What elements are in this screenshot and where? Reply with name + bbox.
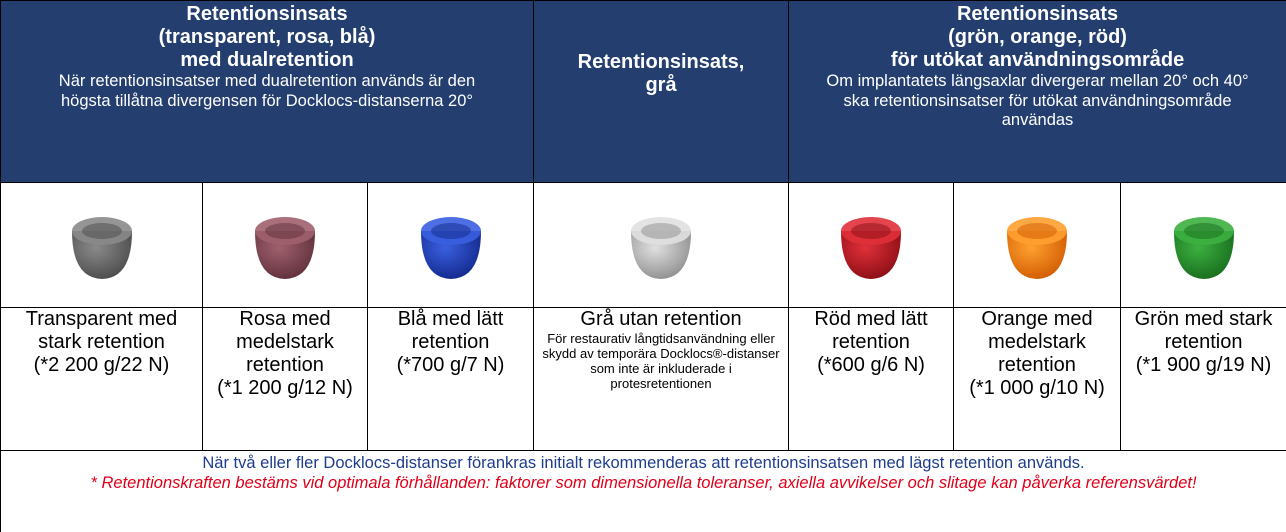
insert-icon — [841, 216, 902, 279]
image-cell — [953, 182, 1122, 308]
image-cell — [533, 182, 790, 308]
item-cell: Blå med lätt retention (*700 g/7 N) — [366, 307, 535, 451]
insert-icon — [71, 216, 132, 279]
header-note: Om implantatets längsaxlar divergerar me… — [826, 72, 1249, 129]
item-name: Grön med stark retention — [1134, 308, 1273, 354]
image-cell — [1120, 182, 1286, 308]
item-force: (*1 000 g/10 N) — [969, 377, 1105, 399]
insert-icon — [255, 216, 315, 279]
item-name: Blå med lätt retention — [397, 308, 504, 354]
footer-row: När två eller fler Docklocs-distanser fö… — [0, 450, 1286, 532]
image-cell — [366, 182, 535, 308]
item-cell: Orange med medelstark retention (*1 000 g… — [953, 307, 1122, 451]
item-force: (*1 900 g/19 N) — [1135, 354, 1272, 376]
item-cell: Transparent med stark retention (*2 200 g… — [0, 307, 203, 451]
header-title: Retentionsinsats — [956, 3, 1119, 25]
header-title: (grön, orange, röd) — [948, 26, 1127, 48]
header-row: Retentionsinsats (transparent, rosa, blå… — [0, 0, 1286, 183]
item-force: (*1 200 g/12 N) — [217, 377, 353, 399]
footer-cell: När två eller fler Docklocs-distanser fö… — [0, 450, 1286, 532]
item-name: Rosa med medelstark retention — [236, 308, 334, 377]
header-title: Retentionsinsats, — [577, 51, 745, 73]
item-cell: Röd med lätt retention (*600 g/6 N) — [788, 307, 955, 451]
item-force: (*700 g/7 N) — [396, 354, 505, 376]
header-title: med dualretention — [180, 49, 354, 71]
image-cell — [0, 182, 203, 308]
header-title: (transparent, rosa, blå) — [158, 26, 376, 48]
item-description: För restaurativ långtidsanvändning eller… — [542, 331, 780, 391]
header-title: Retentionsinsats — [186, 3, 348, 25]
text-row: Transparent med stark retention (*2 200 g… — [0, 307, 1286, 451]
header-cell: Retentionsinsats, grå — [533, 0, 790, 183]
header-note: När retentionsinsatser med dualretention… — [58, 72, 476, 110]
item-name: Orange med medelstark retention — [981, 308, 1093, 377]
image-cell — [202, 182, 368, 308]
disclaimer: * Retentionskraften bestäms vid optimala… — [90, 474, 1197, 492]
item-name: Röd med lätt retention — [814, 308, 928, 354]
header-title: grå — [645, 74, 677, 96]
header-title: för utökat användningsområde — [890, 49, 1185, 71]
item-force: (*2 200 g/22 N) — [33, 354, 170, 376]
item-name: Grå utan retention — [580, 308, 742, 331]
insert-icon — [1007, 216, 1068, 279]
item-force: (*600 g/6 N) — [817, 354, 925, 376]
item-cell: Rosa med medelstark retention (*1 200 g/1… — [202, 307, 368, 451]
insert-icon — [631, 216, 692, 279]
image-cell — [788, 182, 955, 308]
item-cell: Grå utan retention För restaurativ långti… — [533, 307, 790, 451]
item-name: Transparent med stark retention — [25, 308, 178, 354]
insert-icon — [1173, 216, 1234, 279]
header-cell: Retentionsinsats (transparent, rosa, blå… — [0, 0, 535, 183]
recommendation: När två eller fler Docklocs-distanser fö… — [202, 454, 1085, 472]
item-cell: Grön med stark retention (*1 900 g/19 N) — [1120, 307, 1286, 451]
insert-icon — [420, 216, 481, 279]
image-row — [0, 182, 1286, 308]
header-cell: Retentionsinsats (grön, orange, röd) för… — [788, 0, 1286, 183]
